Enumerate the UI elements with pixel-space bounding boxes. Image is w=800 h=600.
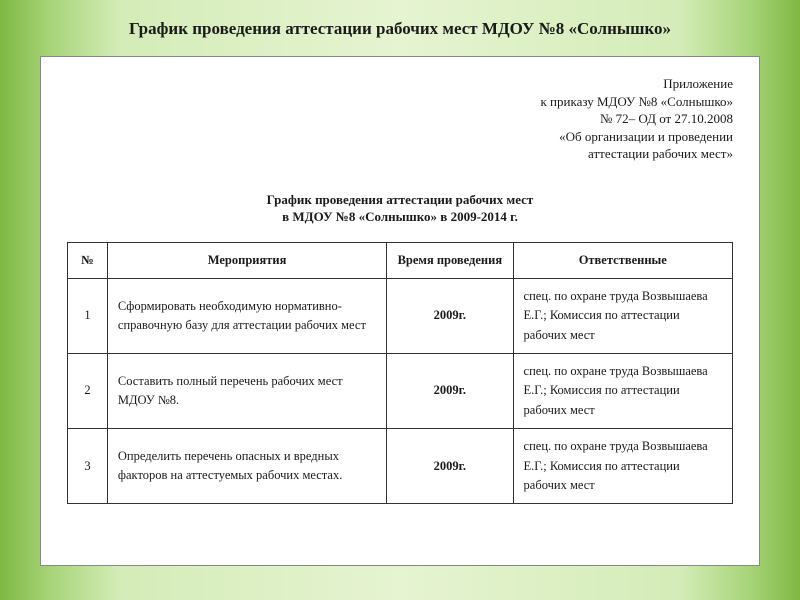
appendix-line: аттестации рабочих мест» — [67, 145, 733, 163]
appendix-block: Приложение к приказу МДОУ №8 «Солнышко» … — [67, 75, 733, 163]
appendix-line: Приложение — [67, 75, 733, 93]
doc-heading-line: График проведения аттестации рабочих мес… — [67, 191, 733, 209]
appendix-line: «Об организации и проведении — [67, 128, 733, 146]
cell-responsible: спец. по охране труда Возвышаева Е.Г.; К… — [513, 429, 732, 504]
cell-activity: Определить перечень опасных и вредных фа… — [107, 429, 386, 504]
document-heading: График проведения аттестации рабочих мес… — [67, 191, 733, 226]
cell-time: 2009г. — [387, 278, 513, 353]
appendix-line: к приказу МДОУ №8 «Солнышко» — [67, 93, 733, 111]
col-header-time: Время проведения — [387, 242, 513, 278]
cell-number: 3 — [68, 429, 108, 504]
col-header-number: № — [68, 242, 108, 278]
cell-activity: Сформировать необходимую нормативно-спра… — [107, 278, 386, 353]
doc-heading-line: в МДОУ №8 «Солнышко» в 2009-2014 г. — [67, 208, 733, 226]
slide-title: График проведения аттестации рабочих мес… — [0, 0, 800, 50]
appendix-line: № 72– ОД от 27.10.2008 — [67, 110, 733, 128]
schedule-table: № Мероприятия Время проведения Ответстве… — [67, 242, 733, 504]
document-frame: Приложение к приказу МДОУ №8 «Солнышко» … — [40, 56, 760, 566]
cell-responsible: спец. по охране труда Возвышаева Е.Г.; К… — [513, 278, 732, 353]
col-header-activity: Мероприятия — [107, 242, 386, 278]
cell-number: 1 — [68, 278, 108, 353]
table-header-row: № Мероприятия Время проведения Ответстве… — [68, 242, 733, 278]
cell-time: 2009г. — [387, 429, 513, 504]
col-header-responsible: Ответственные — [513, 242, 732, 278]
table-row: 2 Составить полный перечень рабочих мест… — [68, 354, 733, 429]
cell-number: 2 — [68, 354, 108, 429]
cell-time: 2009г. — [387, 354, 513, 429]
cell-responsible: спец. по охране труда Возвышаева Е.Г.; К… — [513, 354, 732, 429]
cell-activity: Составить полный перечень рабочих мест М… — [107, 354, 386, 429]
table-row: 3 Определить перечень опасных и вредных … — [68, 429, 733, 504]
table-row: 1 Сформировать необходимую нормативно-сп… — [68, 278, 733, 353]
